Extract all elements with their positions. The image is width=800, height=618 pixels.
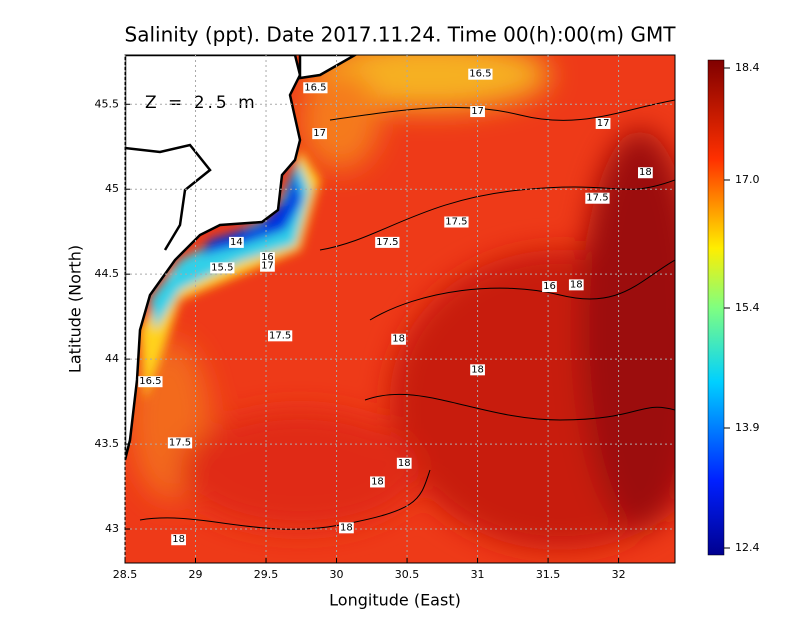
contour-label-box — [267, 330, 293, 342]
contour-label-box — [391, 333, 406, 345]
contour-label: 18 — [340, 522, 353, 533]
x-tick-label: 31 — [471, 568, 485, 581]
y-tick-label: 44 — [105, 352, 119, 365]
colorbar-tick-label: 18.4 — [735, 61, 760, 74]
contour-label-box — [312, 128, 327, 140]
contour-label: 17.5 — [586, 193, 608, 204]
y-tick-label: 43.5 — [95, 437, 120, 450]
contour-label: 17 — [313, 128, 326, 139]
contour-label: 17.5 — [269, 330, 291, 341]
contour-label-box — [396, 457, 412, 469]
contour-label: 18 — [172, 534, 185, 545]
contour-label: 17.5 — [445, 217, 467, 228]
y-tick-label: 45 — [105, 182, 119, 195]
contour-label-box — [468, 68, 493, 80]
contour-label-box — [542, 281, 557, 293]
contour-label: 18 — [639, 167, 652, 178]
contour-label: 18 — [392, 334, 405, 345]
contour-label: 16.5 — [139, 376, 161, 387]
contour-label-box — [568, 279, 584, 291]
contour-label-box — [638, 167, 653, 179]
x-tick-label: 30.5 — [395, 568, 420, 581]
x-tick-label: 28.5 — [113, 568, 138, 581]
contour-label: 16.5 — [469, 69, 491, 80]
salinity-field — [125, 55, 675, 563]
y-tick-label: 44.5 — [95, 267, 120, 280]
colorbar-tick-label: 15.4 — [735, 301, 760, 314]
contour-label: 16 — [543, 281, 556, 292]
contour-label-box — [210, 262, 235, 274]
colorbar-tick-label: 12.4 — [735, 541, 760, 554]
contour-label-box — [303, 82, 328, 94]
contour-label: 18 — [471, 364, 484, 375]
contour-label: 18 — [371, 476, 384, 487]
colorbar — [707, 59, 725, 556]
contour-label: 14 — [230, 237, 243, 248]
x-tick-label: 29 — [189, 568, 203, 581]
contour-label-box — [375, 236, 400, 248]
contour-label: 17 — [471, 106, 484, 117]
contour-label-box — [585, 192, 610, 204]
contour-label-box — [470, 364, 485, 376]
contour-label: 18 — [570, 279, 583, 290]
x-tick-label: 29.5 — [254, 568, 279, 581]
y-tick-label: 43 — [105, 522, 119, 535]
title: Salinity (ppt). Date 2017.11.24. Time 00… — [125, 23, 677, 47]
colorbar-tick-label: 13.9 — [735, 421, 760, 434]
contour-label: 17 — [261, 261, 274, 272]
contour-label-box — [260, 260, 275, 272]
contour-label-box — [167, 437, 193, 449]
contour-label-box — [229, 236, 244, 248]
contour-label: 17 — [597, 118, 610, 129]
contour-label: 17.5 — [169, 437, 191, 448]
contour-label-box — [171, 534, 186, 546]
contour-label: 15.5 — [211, 262, 233, 273]
contour-label: 17.5 — [376, 237, 398, 248]
map-frame — [124, 54, 676, 564]
contour-label-box — [370, 476, 385, 488]
y-axis-label: Latitude (North) — [66, 245, 85, 373]
contour-label-box — [595, 117, 611, 129]
contour-label: 18 — [398, 458, 411, 469]
x-axis-label: Longitude (East) — [329, 591, 461, 610]
x-tick-label: 30 — [330, 568, 344, 581]
contour-label-box — [138, 376, 163, 388]
contour-label-box — [470, 106, 485, 118]
depth-label: Z = 2.5 m — [145, 93, 258, 113]
contour-label: 16.5 — [304, 82, 326, 93]
y-tick-label: 45.5 — [95, 97, 120, 110]
x-tick-label: 32 — [612, 568, 626, 581]
x-tick-label: 31.5 — [536, 568, 561, 581]
contour-label-box — [339, 522, 354, 534]
contour-label: 16 — [261, 252, 274, 263]
colorbar-tick-label: 17.0 — [735, 173, 760, 186]
contour-label-box — [444, 216, 469, 228]
contour-label-box — [260, 252, 275, 264]
